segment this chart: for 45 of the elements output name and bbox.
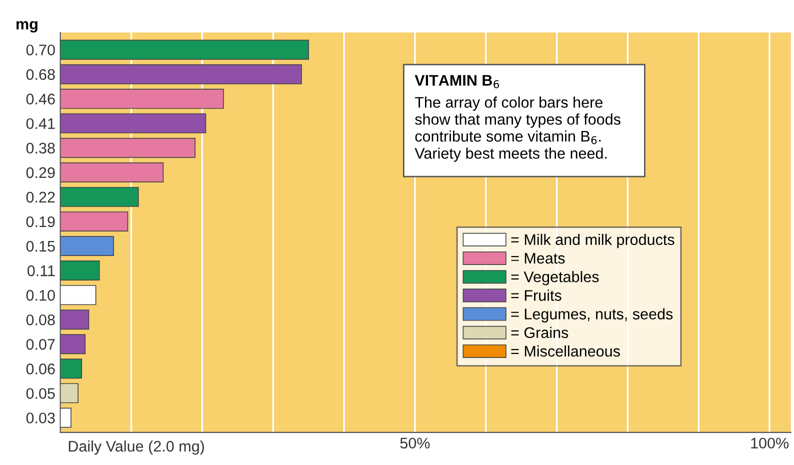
bar [60, 113, 206, 134]
legend-label: = Vegetables [511, 271, 599, 286]
legend-label: = Milk and milk products [511, 234, 674, 248]
bar [60, 408, 72, 428]
bar [60, 236, 114, 256]
y-tick-label: 0.29 [26, 167, 55, 178]
y-tick-label: 0.06 [26, 364, 55, 374]
y-tick-label: 0.41 [26, 118, 55, 130]
y-tick-label: 0.68 [26, 69, 55, 80]
x-tick-label: 50% [400, 438, 430, 449]
x-axis-title: Daily Value (2.0 mg) [68, 440, 204, 455]
y-tick-label: 0.05 [26, 388, 55, 399]
bar [60, 260, 100, 281]
y-tick-label: 0.07 [26, 338, 55, 350]
y-tick-label: 0.15 [26, 240, 55, 252]
legend-label: = Grains [511, 326, 568, 338]
x-tick-label: 100% [751, 438, 789, 449]
bar [60, 88, 224, 109]
y-tick-label: 0.38 [26, 142, 55, 154]
y-tick-label: 0.19 [26, 216, 55, 228]
bar [60, 334, 86, 354]
bar [60, 211, 128, 232]
y-tick-label: 0.22 [26, 192, 55, 203]
y-axis-title: mg [16, 21, 38, 33]
y-tick-label: 0.03 [26, 412, 55, 424]
y-tick-label: 0.10 [26, 290, 55, 301]
legend-label: = Legumes, nuts, seeds [511, 308, 673, 322]
legend-label: = Miscellaneous [511, 345, 620, 357]
bar [60, 40, 309, 60]
annotation: The array of color bars here show that many types of foods contribute some vitamin B$_{6}$. Variety best meets the need. [414, 96, 620, 162]
bar [60, 285, 96, 306]
bar [60, 162, 164, 182]
bar [60, 310, 90, 330]
bar [60, 383, 78, 404]
legend-label: = Fruits [511, 290, 562, 301]
annotation: VITAMIN B$_{6}$ [414, 75, 499, 88]
bar [60, 186, 139, 207]
y-tick-label: 0.11 [27, 265, 55, 276]
bar [60, 64, 302, 84]
y-tick-label: 0.46 [26, 94, 55, 104]
bar [60, 358, 82, 379]
bar [60, 138, 196, 158]
legend-label: = Meats [511, 252, 565, 264]
y-tick-label: 0.08 [26, 314, 55, 326]
y-tick-label: 0.70 [26, 44, 55, 56]
